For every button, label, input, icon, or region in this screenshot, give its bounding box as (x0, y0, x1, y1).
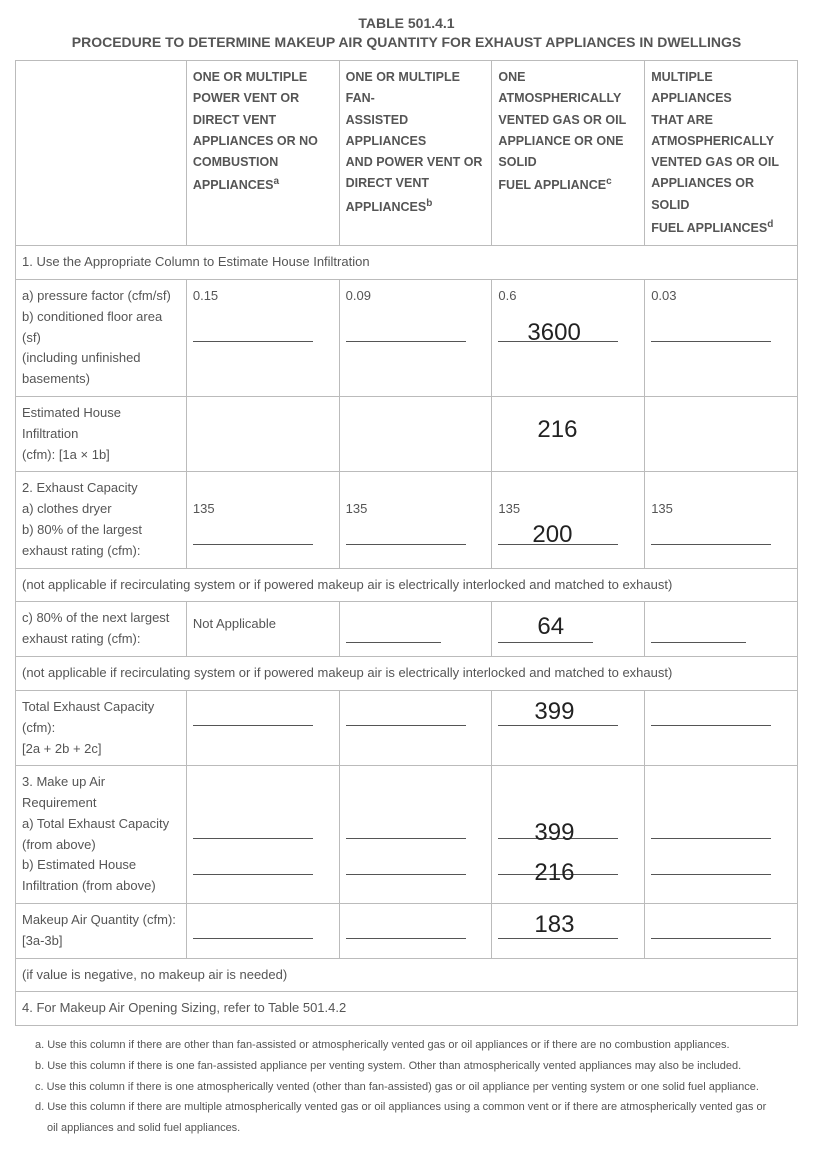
row-1a-col3: 0.6 3600 (492, 279, 645, 396)
row-1c-label: Estimated House Infiltration (cfm): [1a … (16, 396, 187, 471)
row-3m-col1 (186, 904, 339, 959)
row-1c-col4 (645, 396, 798, 471)
footnote-b: b. Use this column if there is one fan-a… (35, 1057, 798, 1076)
row-3m-col4 (645, 904, 798, 959)
header-col4: MULTIPLE APPLIANCES THAT ARE ATMOSPHERIC… (645, 61, 798, 246)
row-1a-col2: 0.09 (339, 279, 492, 396)
footnote-c: c. Use this column if there is one atmos… (35, 1078, 798, 1097)
row-2c-col3: 64 (492, 602, 645, 657)
table-title: PROCEDURE TO DETERMINE MAKEUP AIR QUANTI… (15, 34, 798, 50)
row-2-label: 2. Exhaust Capacity a) clothes dryer b) … (16, 472, 187, 568)
row-2-col3: 135 200 (492, 472, 645, 568)
row-1c-col3: 216 (492, 396, 645, 471)
header-col1: ONE OR MULTIPLE POWER VENT OR DIRECT VEN… (186, 61, 339, 246)
row-2c-col4 (645, 602, 798, 657)
row-1c-col2 (339, 396, 492, 471)
row-2t-col1 (186, 690, 339, 765)
row-2t-col4 (645, 690, 798, 765)
makeup-air-table: ONE OR MULTIPLE POWER VENT OR DIRECT VEN… (15, 60, 798, 1026)
row-1-heading: 1. Use the Appropriate Column to Estimat… (16, 246, 798, 280)
row-1a-col1: 0.15 (186, 279, 339, 396)
row-3-col4 (645, 766, 798, 904)
row-2-note2: (not applicable if recirculating system … (16, 657, 798, 691)
row-3-col1 (186, 766, 339, 904)
row-2-col2: 135 (339, 472, 492, 568)
header-col3: ONE ATMOSPHERICALLY VENTED GAS OR OIL AP… (492, 61, 645, 246)
row-1c-col1 (186, 396, 339, 471)
row-2c-col1: Not Applicable (186, 602, 339, 657)
row-3m-col2 (339, 904, 492, 959)
footnote-d2: oil appliances and solid fuel appliances… (35, 1119, 798, 1138)
header-col2: ONE OR MULTIPLE FAN- ASSISTED APPLIANCES… (339, 61, 492, 246)
row-2-note1: (not applicable if recirculating system … (16, 568, 798, 602)
footnote-d1: d. Use this column if there are multiple… (35, 1098, 798, 1117)
row-2c-label: c) 80% of the next largest exhaust ratin… (16, 602, 187, 657)
row-3-col3: 399 216 (492, 766, 645, 904)
header-blank (16, 61, 187, 246)
row-3-col2 (339, 766, 492, 904)
row-3m-col3: 183 (492, 904, 645, 959)
row-3-label: 3. Make up Air Requirement a) Total Exha… (16, 766, 187, 904)
row-1a-label: a) pressure factor (cfm/sf) b) condition… (16, 279, 187, 396)
footnote-a: a. Use this column if there are other th… (35, 1036, 798, 1055)
row-2-col4: 135 (645, 472, 798, 568)
row-2t-label: Total Exhaust Capacity (cfm): [2a + 2b +… (16, 690, 187, 765)
row-2c-col2 (339, 602, 492, 657)
row-3m-label: Makeup Air Quantity (cfm): [3a-3b] (16, 904, 187, 959)
row-2t-col3: 399 (492, 690, 645, 765)
footnotes: a. Use this column if there are other th… (15, 1036, 798, 1137)
row-2t-col2 (339, 690, 492, 765)
row-2-col1: 135 (186, 472, 339, 568)
table-number: TABLE 501.4.1 (15, 15, 798, 31)
row-1a-col4: 0.03 (645, 279, 798, 396)
row-3-note: (if value is negative, no makeup air is … (16, 958, 798, 992)
row-4: 4. For Makeup Air Opening Sizing, refer … (16, 992, 798, 1026)
